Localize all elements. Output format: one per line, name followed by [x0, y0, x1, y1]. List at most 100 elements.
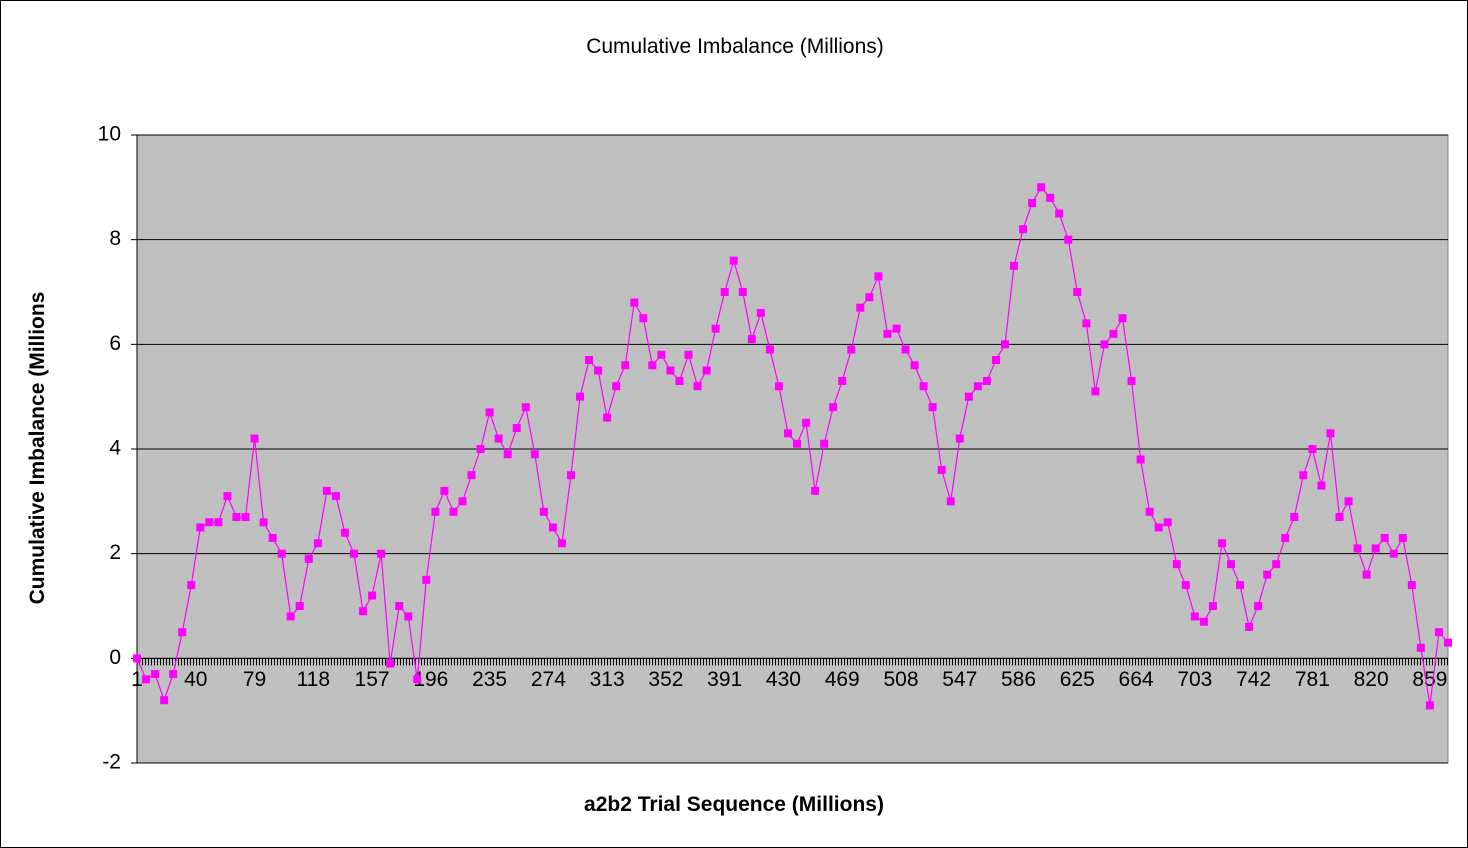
marker	[1082, 319, 1091, 328]
marker	[1217, 539, 1226, 548]
y-tick-label: 10	[98, 123, 121, 146]
marker	[1163, 518, 1172, 527]
marker	[756, 308, 765, 317]
marker	[612, 382, 621, 391]
x-tick-label: 352	[648, 668, 683, 691]
marker	[1154, 523, 1163, 532]
marker	[304, 554, 313, 563]
y-tick-label: 0	[109, 646, 121, 669]
marker	[1028, 199, 1037, 208]
marker	[1190, 612, 1199, 621]
marker	[1353, 544, 1362, 553]
marker	[1344, 497, 1353, 506]
y-tick-label: 8	[109, 227, 121, 250]
marker	[368, 591, 377, 600]
marker	[576, 392, 585, 401]
marker	[359, 607, 368, 616]
marker	[648, 361, 657, 370]
marker	[1010, 261, 1019, 270]
marker	[1046, 193, 1055, 202]
marker	[802, 418, 811, 427]
marker	[566, 471, 575, 480]
marker	[657, 350, 666, 359]
marker	[440, 486, 449, 495]
marker	[693, 382, 702, 391]
x-tick-label: 1	[131, 668, 143, 691]
x-tick-label: 118	[297, 668, 330, 691]
x-tick-label: 430	[766, 668, 801, 691]
marker	[1236, 581, 1245, 590]
marker	[711, 324, 720, 333]
marker	[1127, 376, 1136, 385]
marker	[331, 492, 340, 501]
marker	[1407, 581, 1416, 590]
marker	[1308, 445, 1317, 453]
marker	[675, 376, 684, 385]
category-ticks	[137, 658, 1448, 666]
x-tick-label: 547	[942, 668, 977, 691]
marker	[1136, 455, 1145, 464]
marker	[1434, 628, 1443, 637]
marker	[458, 497, 467, 506]
marker	[603, 413, 612, 422]
marker	[449, 507, 458, 516]
marker	[205, 518, 214, 527]
marker	[431, 507, 440, 516]
marker	[512, 424, 521, 433]
marker	[1037, 183, 1046, 192]
x-tick-label: 742	[1236, 668, 1271, 691]
marker	[395, 602, 404, 610]
marker	[1100, 340, 1109, 349]
y-tick-label: 4	[109, 437, 121, 460]
marker	[268, 533, 277, 542]
marker	[919, 382, 928, 391]
marker	[910, 361, 919, 370]
marker	[1380, 533, 1389, 542]
marker	[259, 518, 268, 527]
x-tick-label: 859	[1412, 668, 1447, 691]
marker	[774, 382, 783, 391]
marker	[964, 392, 973, 401]
y-axis-label: Cumulative Imbalance (Millions	[26, 291, 49, 605]
marker	[386, 659, 395, 668]
marker	[684, 350, 693, 359]
marker	[241, 513, 250, 522]
x-tick-label: 703	[1177, 668, 1212, 691]
marker	[286, 612, 295, 621]
marker	[1064, 235, 1073, 244]
x-tick-label: 391	[707, 668, 742, 691]
marker	[1416, 643, 1425, 652]
marker	[1362, 570, 1371, 579]
marker	[829, 403, 838, 412]
marker	[467, 471, 476, 480]
marker	[557, 539, 566, 548]
marker	[1425, 701, 1434, 710]
marker	[765, 345, 774, 354]
x-tick-label: 664	[1119, 668, 1154, 691]
x-tick-label: 469	[825, 668, 860, 691]
marker	[1091, 387, 1100, 396]
marker	[1000, 340, 1009, 349]
marker	[1335, 513, 1344, 522]
x-axis-label: a2b2 Trial Sequence (Millions)	[584, 793, 884, 816]
marker	[223, 492, 232, 501]
marker	[946, 497, 955, 506]
marker	[747, 335, 756, 344]
marker	[548, 523, 557, 532]
marker	[856, 303, 865, 312]
marker	[178, 628, 187, 637]
marker	[1118, 314, 1127, 323]
marker	[232, 513, 241, 522]
marker	[1145, 507, 1154, 516]
marker	[901, 345, 910, 354]
marker	[169, 670, 178, 679]
marker	[413, 675, 422, 684]
marker	[142, 675, 151, 684]
marker	[1254, 602, 1263, 610]
marker	[1055, 209, 1064, 218]
marker	[1444, 638, 1452, 647]
marker	[133, 654, 141, 663]
marker	[937, 465, 946, 474]
marker	[1208, 602, 1217, 610]
